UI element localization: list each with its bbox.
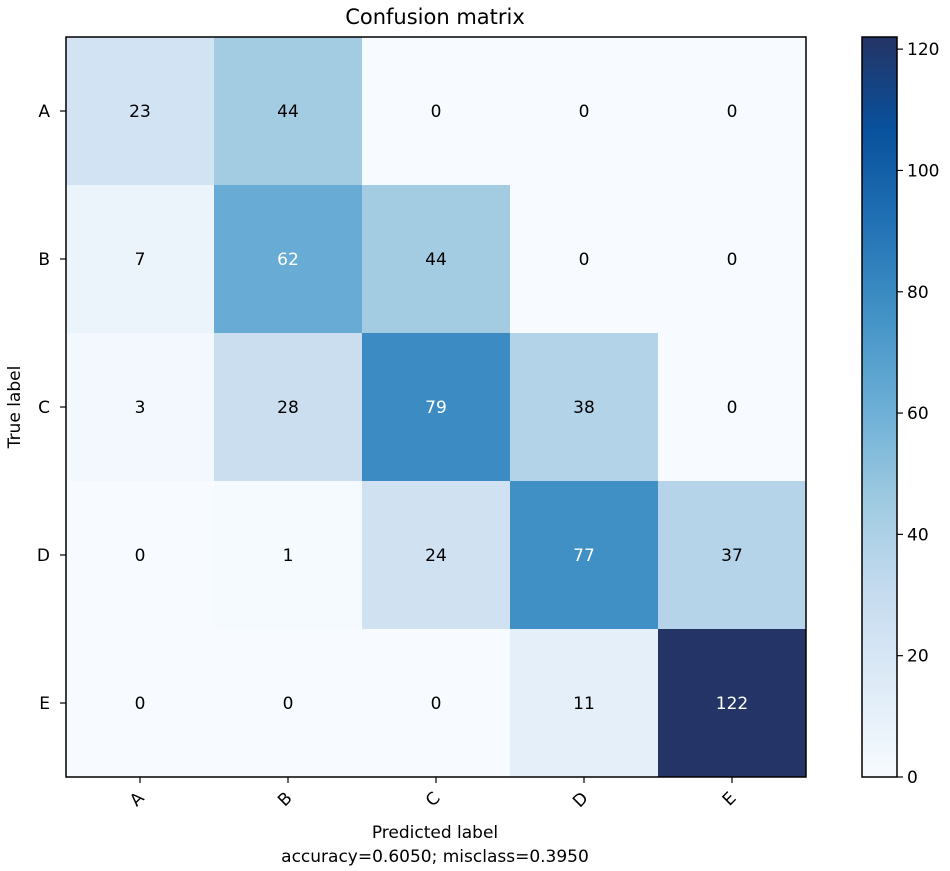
heatmap-cell bbox=[214, 333, 363, 482]
heatmap-cell bbox=[510, 37, 659, 186]
colorbar-ticks: 0 20 40 60 80 100 120 bbox=[897, 40, 939, 788]
cell-value-label: 3 bbox=[135, 398, 146, 418]
heatmap-cell bbox=[658, 185, 807, 334]
heatmap-cell bbox=[66, 629, 215, 778]
heatmap-cell bbox=[362, 629, 511, 778]
heatmap-cell bbox=[214, 37, 363, 186]
x-tick-label: E bbox=[719, 788, 741, 810]
heatmap-cell bbox=[214, 481, 363, 630]
colorbar bbox=[861, 36, 898, 778]
y-axis-ticks: A B C D E bbox=[37, 102, 66, 714]
cell-value-label: 37 bbox=[721, 546, 743, 566]
heatmap-cells bbox=[66, 37, 807, 778]
cell-value-label: 11 bbox=[573, 694, 595, 714]
x-axis-label: Predicted label bbox=[372, 823, 498, 843]
colorbar-tick-label: 120 bbox=[907, 40, 939, 60]
heatmap-cell bbox=[66, 333, 215, 482]
cell-value-label: 0 bbox=[727, 102, 738, 122]
cell-value-label: 44 bbox=[425, 250, 447, 270]
cell-value-label: 0 bbox=[727, 398, 738, 418]
x-tick-label: D bbox=[569, 788, 592, 811]
cell-value-label: 0 bbox=[579, 102, 590, 122]
colorbar-tick-label: 60 bbox=[907, 404, 929, 424]
heatmap-cell bbox=[362, 333, 511, 482]
heatmap-cell bbox=[510, 333, 659, 482]
y-tick-label: D bbox=[37, 546, 50, 566]
cell-value-label: 62 bbox=[277, 250, 299, 270]
cell-value-label: 0 bbox=[579, 250, 590, 270]
heatmap-cell-labels: 23 44 0 0 0 7 62 44 0 0 3 28 79 38 0 0 1 24 77 37 0 0 0 11 122 bbox=[129, 102, 748, 714]
x-tick-label: B bbox=[274, 788, 296, 810]
chart-title: Confusion matrix bbox=[345, 5, 525, 29]
cell-value-label: 24 bbox=[425, 546, 447, 566]
x-axis-ticks: A B C D E bbox=[126, 777, 741, 812]
heatmap-cell bbox=[362, 185, 511, 334]
y-tick-label: C bbox=[38, 398, 50, 418]
heatmap-cell bbox=[362, 37, 511, 186]
cell-value-label: 44 bbox=[277, 102, 299, 122]
colorbar-tick-label: 40 bbox=[907, 525, 929, 545]
y-tick-label: A bbox=[38, 102, 50, 122]
heatmap-cell bbox=[510, 629, 659, 778]
heatmap-cell bbox=[510, 185, 659, 334]
heatmap-cell bbox=[66, 37, 215, 186]
y-axis-label: True label bbox=[5, 366, 25, 450]
cell-value-label: 1 bbox=[283, 546, 294, 566]
heatmap-cell bbox=[658, 481, 807, 630]
cell-value-label: 23 bbox=[129, 102, 151, 122]
cell-value-label: 0 bbox=[431, 694, 442, 714]
cell-value-label: 79 bbox=[425, 398, 447, 418]
cell-value-label: 0 bbox=[283, 694, 294, 714]
heatmap-cell bbox=[658, 629, 807, 778]
heatmap-cell bbox=[214, 629, 363, 778]
colorbar-tick-label: 100 bbox=[907, 161, 939, 181]
cell-value-label: 38 bbox=[573, 398, 595, 418]
cell-value-label: 0 bbox=[135, 694, 146, 714]
colorbar-tick-label: 80 bbox=[907, 283, 929, 303]
cell-value-label: 28 bbox=[277, 398, 299, 418]
colorbar-tick-label: 20 bbox=[907, 647, 929, 667]
y-tick-label: E bbox=[39, 694, 50, 714]
heatmap-cell bbox=[66, 481, 215, 630]
heatmap-cell bbox=[214, 185, 363, 334]
cell-value-label: 0 bbox=[135, 546, 146, 566]
cell-value-label: 7 bbox=[135, 250, 146, 270]
heatmap-cell bbox=[658, 333, 807, 482]
x-tick-label: A bbox=[126, 788, 149, 811]
heatmap-cell bbox=[362, 481, 511, 630]
cell-value-label: 77 bbox=[573, 546, 595, 566]
colorbar-tick-label: 0 bbox=[907, 768, 918, 788]
x-axis-sublabel: accuracy=0.6050; misclass=0.3950 bbox=[281, 847, 589, 867]
heatmap-cell bbox=[510, 481, 659, 630]
cell-value-label: 0 bbox=[727, 250, 738, 270]
cell-value-label: 122 bbox=[716, 694, 748, 714]
heatmap-cell bbox=[658, 37, 807, 186]
x-tick-label: C bbox=[422, 788, 445, 811]
y-tick-label: B bbox=[38, 250, 50, 270]
heatmap-cell bbox=[66, 185, 215, 334]
cell-value-label: 0 bbox=[431, 102, 442, 122]
